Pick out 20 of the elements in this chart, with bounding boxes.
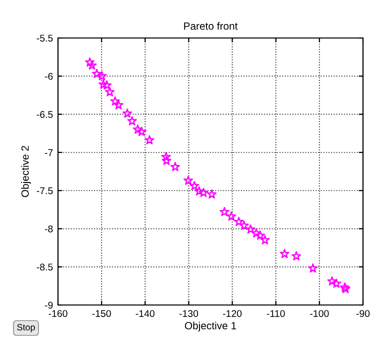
x-tick-label: -140	[136, 310, 154, 317]
x-tick-label: -90	[356, 310, 370, 317]
y-tick-label: -6	[44, 72, 53, 80]
y-tick-label: -8	[44, 225, 53, 232]
y-tick-label: -6.5	[36, 111, 53, 118]
x-tick-label: -110	[266, 310, 285, 317]
y-tick-label: -5.5	[36, 34, 53, 42]
text: Stop	[17, 324, 35, 332]
x-axis-title: Objective 1	[184, 322, 236, 332]
y-tick-label: -8.5	[36, 264, 53, 270]
y-tick-label: -9	[44, 302, 53, 309]
y-tick-label: -7.5	[36, 187, 53, 194]
x-tick-label: -130	[179, 310, 198, 317]
x-tick-label: -100	[310, 310, 329, 317]
y-axis-title: Objective 2	[21, 146, 31, 198]
x-tick-label: -120	[222, 310, 242, 317]
x-tick-label: -150	[92, 310, 111, 317]
y-tick-label: -7	[44, 149, 53, 156]
chart-title: Pareto front	[184, 22, 238, 30]
x-tick-label: -160	[48, 310, 68, 317]
